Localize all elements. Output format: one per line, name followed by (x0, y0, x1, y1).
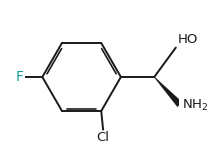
Text: Cl: Cl (97, 131, 110, 144)
Polygon shape (154, 77, 182, 107)
Text: NH$_2$: NH$_2$ (182, 98, 208, 113)
Text: HO: HO (177, 33, 198, 46)
Text: F: F (16, 70, 24, 84)
